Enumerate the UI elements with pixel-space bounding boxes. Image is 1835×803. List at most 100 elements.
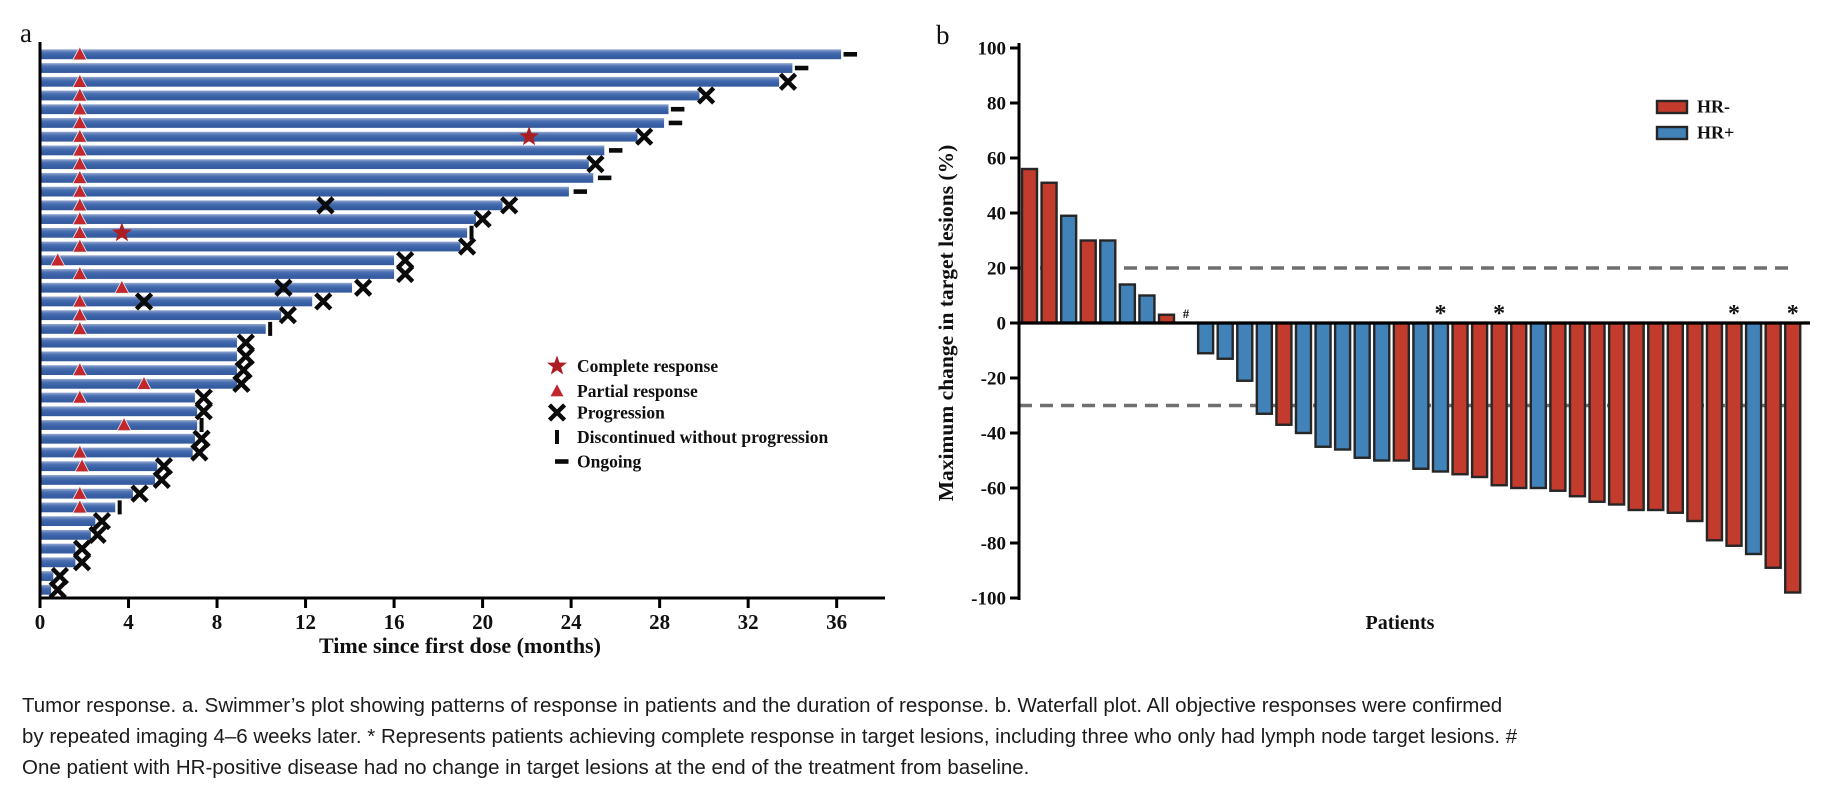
swimmer-x-tick-label: 4	[123, 610, 134, 634]
swimmer-bar	[41, 543, 76, 554]
ongoing-dash-icon	[670, 106, 685, 112]
swimmer-bar	[41, 475, 156, 485]
swimmer-bar	[41, 461, 158, 472]
waterfall-legend-swatch	[1655, 99, 1689, 115]
complete-response-star-icon	[547, 355, 567, 375]
partial-response-triangle-icon	[72, 361, 88, 377]
waterfall-bar	[1099, 239, 1117, 325]
swimmer-bar	[41, 269, 395, 279]
waterfall-y-tick-label: -20	[981, 369, 1006, 390]
progression-x-icon	[72, 539, 92, 558]
progression-x-icon	[500, 196, 519, 215]
swimmer-legend-label: Partial response	[577, 381, 698, 401]
swimmer-bar	[41, 516, 96, 527]
hash-annotation: #	[1183, 306, 1190, 321]
waterfall-y-tick-label: -80	[981, 534, 1006, 555]
swimmer-legend-label: Discontinued without progression	[577, 427, 828, 447]
waterfall-bar	[1470, 321, 1489, 479]
waterfall-bar	[1412, 321, 1430, 470]
figure-caption: Tumor response. a. Swimmer’s plot showin…	[22, 694, 1518, 779]
waterfall-y-tick-label: 60	[987, 149, 1006, 170]
progression-x-icon	[194, 402, 213, 421]
waterfall-bar	[1079, 239, 1097, 325]
ongoing-dash-icon	[573, 189, 588, 194]
swimmer-bar	[41, 131, 638, 142]
partial-response-triangle-icon	[72, 238, 88, 253]
waterfall-bar	[1040, 181, 1058, 325]
waterfall-bar	[1314, 321, 1332, 448]
progression-x-icon	[457, 237, 477, 256]
progression-x-icon	[236, 333, 255, 352]
swimmer-bar	[41, 447, 193, 458]
waterfall-bar	[1196, 321, 1215, 355]
swimmer-bar	[41, 337, 237, 348]
waterfall-bar	[1784, 321, 1802, 594]
partial-response-triangle-icon	[74, 457, 90, 473]
swimmer-x-tick-label: 28	[649, 610, 670, 634]
panel-a-label: a	[20, 18, 32, 48]
waterfall-y-tick-label: 80	[987, 94, 1006, 115]
progression-x-icon	[232, 374, 251, 393]
waterfall-bar	[1725, 321, 1743, 547]
swimmer-bar	[41, 282, 353, 293]
progression-x-icon	[234, 360, 253, 380]
waterfall-legend-label: HR+	[1697, 123, 1734, 143]
waterfall-bar	[1333, 321, 1352, 451]
progression-x-icon	[190, 443, 209, 462]
waterfall-bar	[1353, 321, 1371, 459]
progression-x-icon	[473, 209, 492, 229]
discontinued-tick-icon	[199, 418, 204, 433]
waterfall-legend-label: HR-	[1697, 97, 1730, 117]
swimmer-bar	[41, 557, 76, 568]
waterfall-y-tick-label: 0	[997, 314, 1007, 335]
discontinued-tick-icon	[469, 225, 474, 240]
swimmer-bar	[41, 186, 569, 197]
progression-x-icon	[192, 429, 211, 448]
swimmer-bar	[41, 255, 395, 266]
progression-x-icon	[92, 512, 112, 531]
swimmer-x-tick-label: 0	[35, 610, 46, 634]
progression-x-icon	[274, 278, 293, 297]
progression-x-icon	[72, 553, 92, 572]
swimmer-bar	[41, 433, 195, 444]
partial-response-triangle-icon	[72, 389, 88, 404]
waterfall-bar	[1568, 321, 1587, 498]
ongoing-dash-icon	[608, 148, 623, 153]
swimmer-bar	[41, 310, 282, 321]
waterfall-bar	[1764, 321, 1782, 569]
panel-b-label: b	[936, 20, 950, 50]
swimmer-bar	[41, 241, 461, 252]
waterfall-y-tick-label: 40	[987, 204, 1006, 225]
complete-response-star-icon	[519, 126, 540, 146]
progression-x-icon	[50, 566, 70, 586]
discontinued-tick-icon	[268, 321, 273, 336]
waterfall-bar	[1705, 321, 1724, 542]
progression-x-icon	[134, 292, 154, 311]
progression-x-icon	[88, 525, 107, 544]
swimmer-bar	[41, 76, 780, 87]
swimmer-bar	[41, 529, 91, 540]
discontinued-tick-icon	[555, 430, 559, 444]
progression-x-icon	[278, 306, 297, 325]
waterfall-y-tick-label: -60	[981, 479, 1006, 500]
waterfall-bar	[1744, 321, 1763, 556]
complete-response-star-icon	[111, 222, 132, 242]
waterfall-bar	[1647, 321, 1665, 512]
progression-x-icon	[396, 264, 415, 284]
swimmer-bar	[41, 145, 605, 156]
progression-x-icon	[236, 347, 255, 366]
waterfall-bar	[1549, 321, 1567, 492]
swimmer-bar	[41, 365, 237, 375]
progression-x-icon	[778, 72, 798, 91]
ongoing-dash-icon	[794, 65, 809, 71]
waterfall-bar	[1275, 321, 1293, 426]
waterfall-bar	[1510, 321, 1528, 490]
partial-response-triangle-icon	[72, 320, 88, 335]
swimmer-x-tick-label: 20	[472, 610, 493, 634]
swimmer-x-tick-label: 16	[384, 610, 405, 634]
waterfall-y-axis-title: Maximum change in target lesions (%)	[934, 145, 958, 502]
waterfall-y-tick-label: -100	[971, 589, 1006, 610]
progression-x-icon	[586, 155, 605, 174]
waterfall-bar	[1451, 321, 1469, 476]
waterfall-bar	[1020, 167, 1039, 325]
